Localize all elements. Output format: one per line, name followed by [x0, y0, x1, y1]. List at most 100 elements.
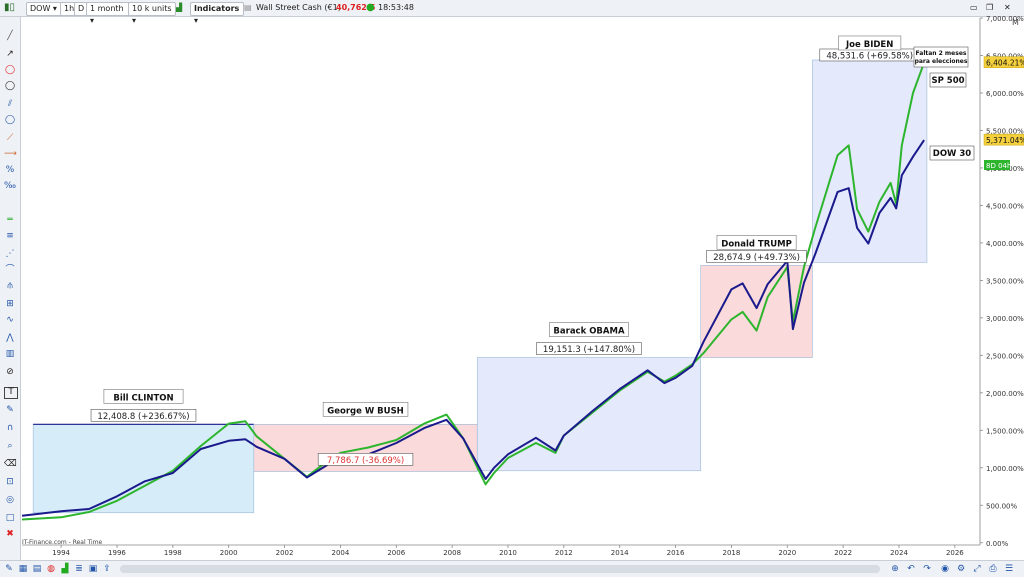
square-tool-icon[interactable]: □ [5, 513, 15, 523]
period-stat-label: 12,408.8 (+236.67%) [97, 412, 189, 422]
chart-canvas[interactable]: 1994 1996 1998 2000 2002 2004 2006 2008 2010 2012… [0, 0, 1024, 560]
last-value-label: 5,371.04% [986, 136, 1024, 145]
gann-icon[interactable]: ⊞ [6, 299, 14, 309]
countdown-badge [984, 160, 1010, 170]
last-value-badge [983, 56, 1024, 68]
corner-label: M [1012, 18, 1019, 27]
undo-icon[interactable]: ↶ [907, 564, 915, 574]
units-label: 10 k units [132, 4, 172, 13]
fib-fan-icon[interactable]: ⋰ [5, 249, 15, 259]
lock-icon[interactable]: ⊡ [6, 477, 14, 487]
last-value-badge [983, 133, 1024, 146]
close-icon[interactable]: ✕ [1004, 3, 1011, 12]
series-lines [21, 62, 926, 521]
indicators-button[interactable]: Indicators ▾ [190, 2, 244, 25]
x-tick-label: 2010 [499, 549, 517, 557]
text-tool-icon[interactable]: T [4, 387, 18, 399]
period-stat-label: 19,151.3 (+147.80%) [543, 345, 635, 355]
indicators-icon[interactable]: ▟ [176, 3, 183, 12]
pitchfork-icon[interactable]: ⫛ [7, 281, 13, 291]
president-label: Donald TRUMP [721, 239, 792, 249]
bottom-toolbar: ✎ ▦ ▤ ◍ ▟ ≣ ▣ ⇪ ⊕ ↶ ↷ ◉ ⚙ ⤢ ⎙ ☰ [0, 560, 1024, 577]
ellipse-red-icon[interactable]: ◯ [4, 65, 16, 75]
layers-icon[interactable]: ≣ [75, 564, 83, 574]
instrument-name: Wall Street Cash (€1) [256, 3, 341, 12]
eraser-icon[interactable]: ⌫ [4, 459, 17, 469]
fullscreen-icon[interactable]: ⤢ [973, 564, 981, 574]
x-tick-label: 2014 [611, 549, 629, 557]
channel-tool-icon[interactable]: ⫽ [7, 99, 12, 109]
save-icon[interactable]: ▣ [88, 564, 98, 574]
x-tick-label: 2012 [555, 549, 573, 557]
pencil-icon[interactable]: ✎ [5, 564, 13, 574]
indicators-label: Indicators [194, 4, 240, 13]
cursor-icon[interactable]: ⊘ [6, 367, 14, 377]
share-icon[interactable]: ⇪ [103, 564, 111, 574]
measure-icon[interactable]: ▥ [5, 349, 15, 359]
percent-line-icon[interactable]: ‰ [4, 181, 17, 191]
y-tick-label: 6,000.00% [986, 90, 1024, 98]
segment-tool-icon[interactable]: ⟋ [6, 133, 14, 143]
last-value-label: 6,404.21% [986, 59, 1024, 68]
collapse-icon[interactable]: ▭ [970, 3, 978, 12]
y-tick-label: 3,000.00% [986, 315, 1024, 323]
wave-icon[interactable]: ∿ [6, 315, 14, 325]
x-tick-label: 2022 [834, 549, 852, 557]
x-tick-label: 2024 [890, 549, 908, 557]
eye-icon[interactable]: ◎ [6, 495, 14, 505]
menu-icon[interactable]: ☰ [1004, 564, 1014, 574]
print-icon[interactable]: ⎙ [989, 564, 997, 574]
dow30-name-label: DOW 30 [933, 149, 972, 159]
restore-icon[interactable]: ❐ [986, 3, 994, 12]
camera-icon[interactable]: ◉ [941, 564, 949, 574]
ray-tool-icon[interactable]: ⟶ [4, 149, 17, 159]
circle-tool-icon[interactable]: ◯ [4, 115, 16, 125]
pattern-icon[interactable]: ⋀ [6, 333, 14, 343]
percent-tool-icon[interactable]: % [5, 165, 15, 175]
settings-icon[interactable]: ⚙ [956, 564, 966, 574]
ellipse-black-icon[interactable]: ◯ [4, 81, 16, 91]
x-tick-label: 2016 [667, 549, 685, 557]
trash-icon[interactable]: ✖ [6, 529, 14, 539]
chart-type-icon[interactable]: ▮▯ [4, 2, 16, 13]
note-line-2: para elecciones [915, 58, 968, 65]
symbol-label: DOW [30, 4, 51, 13]
x-tick-label: 1994 [52, 549, 70, 557]
chart-icon[interactable]: ▟ [61, 564, 69, 574]
zoom-icon[interactable]: ⌕ [7, 441, 13, 451]
y-tick-label: 4,500.00% [986, 202, 1024, 210]
y-tick-label: 2,500.00% [986, 352, 1024, 360]
x-tick-label: 2008 [443, 549, 461, 557]
x-tick-label: 2002 [276, 549, 294, 557]
timeframe-1h[interactable]: 1h [60, 2, 79, 16]
x-tick-label: 2026 [946, 549, 964, 557]
zoom-in-icon[interactable]: ⊕ [891, 564, 899, 574]
y-tick-label: 1,000.00% [986, 465, 1024, 473]
note-icon[interactable]: ✎ [6, 405, 14, 415]
hline-tool-icon[interactable]: ═ [7, 215, 13, 225]
magnet-icon[interactable]: ∩ [6, 423, 14, 433]
units-selector[interactable]: 10 k units ▾ [128, 2, 176, 25]
x-tick-label: 2000 [220, 549, 238, 557]
redo-icon[interactable]: ↷ [923, 564, 931, 574]
timeframe-d[interactable]: D [74, 2, 89, 16]
x-tick-label: 1998 [164, 549, 182, 557]
period-box [32, 424, 255, 514]
period-label: 1 month [90, 4, 124, 13]
dow30-name-box [929, 145, 975, 161]
y-tick-label: 7,000.00% [986, 15, 1024, 23]
line-tool-icon[interactable]: ╱ [7, 31, 13, 41]
fib-arc-icon[interactable]: ⌒ [5, 265, 15, 275]
period-stat-box [90, 409, 197, 422]
x-tick-label: 2018 [723, 549, 741, 557]
fibonacci-icon[interactable]: ≡ [6, 231, 14, 241]
horizontal-scrollbar[interactable] [120, 565, 880, 573]
arrow-tool-icon[interactable]: ↗ [6, 49, 14, 59]
alert-icon[interactable]: ◍ [47, 564, 55, 574]
grid-icon[interactable]: ▦ [18, 564, 28, 574]
president-label: Joe BIDEN [845, 40, 893, 50]
calendar-icon[interactable]: ▤ [32, 564, 42, 574]
countdown-label: 8D 04h [986, 162, 1011, 170]
live-dot-icon: ● [366, 2, 375, 13]
y-tick-label: 4,000.00% [986, 240, 1024, 248]
